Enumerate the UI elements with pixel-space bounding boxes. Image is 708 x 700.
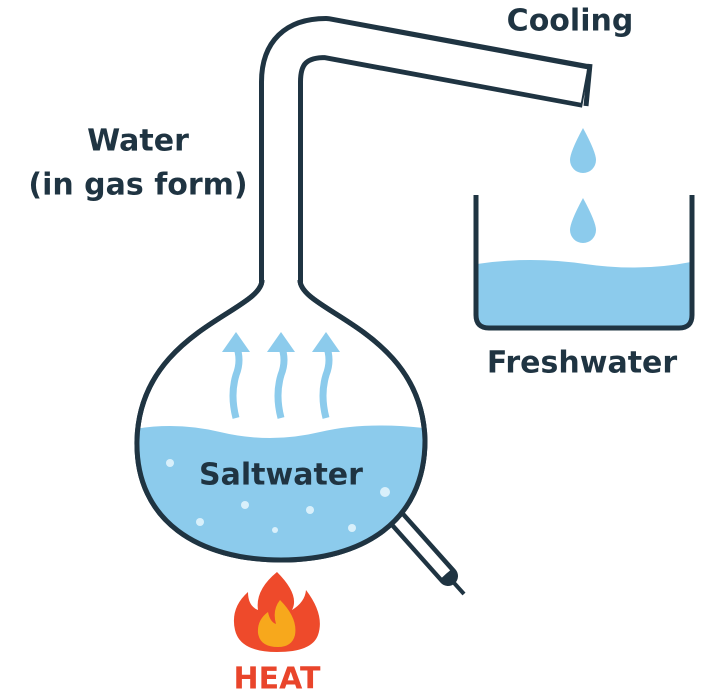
condenser-tube <box>264 21 588 310</box>
heat-label: HEAT <box>234 662 321 697</box>
flame-inner <box>257 600 296 647</box>
bubbles <box>166 459 390 533</box>
tube-end <box>583 63 593 107</box>
outlet-tube-inner <box>393 516 451 578</box>
vapor-label: Water <box>87 124 189 159</box>
arrow-heads <box>222 332 340 352</box>
vapor-arrows <box>229 343 333 419</box>
drop <box>570 198 596 243</box>
beaker <box>473 195 695 331</box>
outlet-tip <box>444 572 466 596</box>
saltwater-fill <box>136 425 425 560</box>
drop <box>570 128 596 173</box>
saltwater-label: Saltwater <box>199 458 363 493</box>
cooling-label: Cooling <box>507 4 634 39</box>
freshwater-label: Freshwater <box>487 346 678 381</box>
freshwater-fill <box>477 260 691 326</box>
flask-outline <box>134 279 428 563</box>
vapor-label: (in gas form) <box>28 168 247 203</box>
